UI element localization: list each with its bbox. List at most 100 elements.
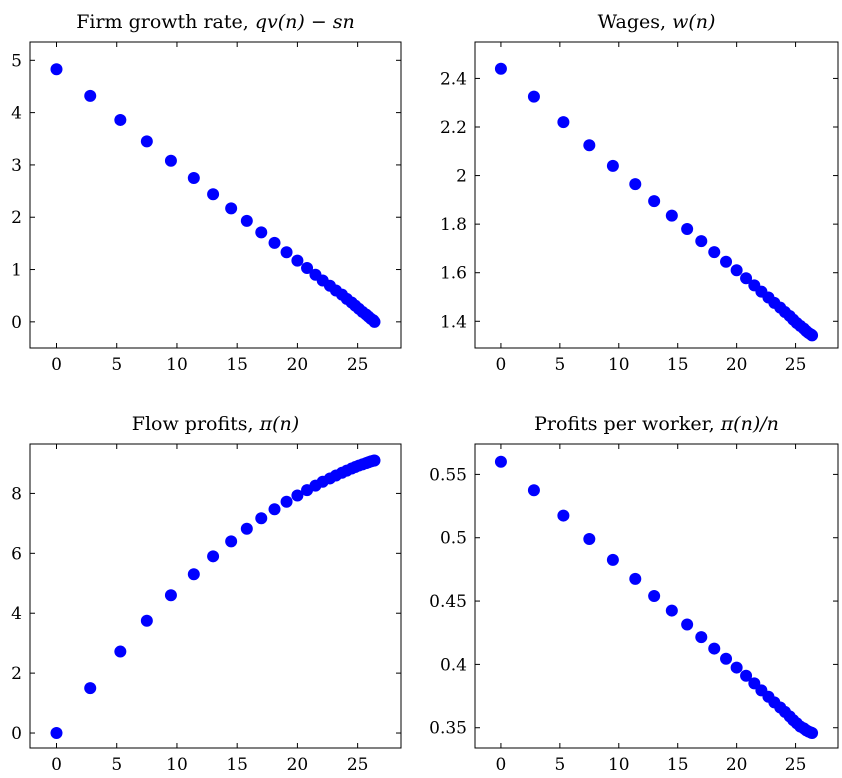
data-point: [84, 89, 97, 102]
data-point: [720, 255, 733, 268]
y-tick-label: 1.6: [440, 264, 467, 284]
data-point: [301, 261, 314, 274]
data-point: [606, 553, 619, 566]
y-tick-label: 3: [11, 156, 22, 176]
data-point: [708, 642, 721, 655]
y-tick-label: 1.8: [440, 215, 467, 235]
data-point: [225, 535, 238, 548]
y-tick-label: 1.4: [440, 312, 467, 332]
x-tick-label: 10: [608, 755, 630, 775]
chart-title-math: π(n): [259, 413, 300, 435]
chart-title-text: Profits per worker,: [534, 413, 721, 435]
y-tick-label: 0: [11, 724, 22, 744]
x-tick-label: 20: [726, 355, 748, 375]
y-tick-label: 0: [11, 313, 22, 333]
x-tick-label: 20: [287, 755, 309, 775]
data-point: [50, 727, 63, 740]
y-tick-label: 0.5: [440, 529, 467, 549]
chart-title: Firm growth rate, qv(n) − sn: [76, 11, 355, 33]
x-tick-label: 5: [554, 355, 565, 375]
y-tick-label: 2: [456, 167, 467, 187]
data-point: [50, 63, 63, 76]
chart-panel-2: Wages, w(n) 0 5 10 15 20 25 1.4 1.6 1.8 2 2.2 2.4: [440, 11, 839, 375]
x-tick-label: 25: [785, 355, 807, 375]
x-tick-label: 25: [347, 755, 369, 775]
data-point: [557, 116, 570, 129]
x-tick-label: 10: [608, 355, 630, 375]
x-tick-label: 25: [785, 755, 807, 775]
data-point: [164, 154, 177, 167]
chart-title-text: Firm growth rate,: [76, 11, 255, 33]
x-tick-label: 15: [667, 755, 689, 775]
x-tick-label: 15: [667, 355, 689, 375]
data-point: [225, 202, 238, 215]
y-tick-label: 8: [11, 484, 22, 504]
data-point: [648, 195, 661, 208]
x-tick-label: 20: [287, 355, 309, 375]
data-point: [806, 727, 819, 740]
chart-title-math: qv(n) − sn: [255, 11, 355, 33]
x-tick-label: 5: [554, 755, 565, 775]
data-point: [665, 604, 678, 617]
data-point: [291, 489, 304, 502]
data-point: [255, 512, 268, 525]
data-point: [187, 172, 200, 184]
chart-panel-4: Profits per worker, π(n)/n 0 5 10 15 20 25 0.35…: [429, 413, 839, 775]
chart-title: Profits per worker, π(n)/n: [534, 413, 779, 435]
y-tick-label: 0.45: [429, 592, 467, 612]
data-point: [368, 454, 381, 467]
x-tick-label: 10: [166, 355, 188, 375]
x-tick-label: 15: [226, 755, 248, 775]
data-point: [280, 246, 293, 259]
y-tick-label: 0.35: [429, 719, 467, 739]
data-point: [494, 455, 507, 468]
data-point: [730, 661, 743, 674]
y-tick-label: 2: [11, 664, 22, 684]
axes-frame: [474, 41, 839, 349]
data-point: [740, 669, 753, 682]
chart-title: Flow profits, π(n): [132, 413, 299, 435]
x-tick-label: 25: [347, 355, 369, 375]
x-tick-label: 10: [166, 755, 188, 775]
data-point: [268, 236, 281, 249]
data-point: [240, 522, 253, 535]
chart-title-math: w(n): [672, 11, 715, 33]
data-point: [730, 264, 743, 277]
x-tick-label: 5: [111, 355, 122, 375]
y-tick-label: 2.4: [440, 69, 467, 89]
x-tick-label: 20: [726, 755, 748, 775]
data-point: [629, 572, 642, 585]
chart-title-text: Wages,: [598, 11, 672, 33]
data-point: [740, 272, 753, 285]
data-point: [681, 223, 694, 235]
data-point: [606, 159, 619, 172]
x-tick-label: 0: [496, 755, 507, 775]
data-point: [140, 135, 153, 148]
data-point: [720, 652, 733, 665]
data-point: [629, 178, 642, 191]
y-tick-label: 2: [11, 208, 22, 228]
chart-title-text: Flow profits,: [132, 413, 260, 435]
chart-panel-3: Flow profits, π(n) 0 5 10 15 20 25 0 2 4 6 8: [11, 413, 402, 775]
data-point: [583, 139, 596, 152]
data-point: [527, 484, 540, 497]
data-point: [583, 533, 596, 545]
y-tick-label: 2.2: [440, 118, 467, 138]
data-point: [368, 315, 381, 328]
data-point: [164, 589, 177, 602]
chart-panel-1: Firm growth rate, qv(n) − sn0 5 10 15 20 2501…: [11, 11, 402, 375]
data-point: [494, 62, 507, 75]
axes-frame: [474, 443, 839, 749]
data-point: [648, 590, 661, 602]
data-point: [207, 550, 220, 563]
y-tick-label: 4: [11, 104, 22, 124]
y-tick-label: 4: [11, 604, 22, 624]
data-point: [140, 614, 153, 627]
y-tick-label: 5: [11, 51, 22, 71]
y-tick-label: 0.55: [429, 465, 467, 485]
y-tick-label: 1: [11, 261, 22, 281]
x-tick-label: 5: [111, 755, 122, 775]
data-point: [268, 503, 281, 516]
data-point: [557, 509, 570, 522]
